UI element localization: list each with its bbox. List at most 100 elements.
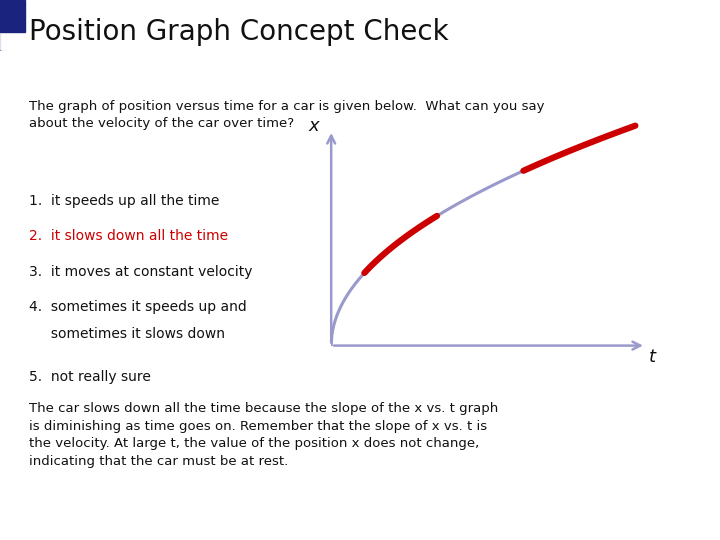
- Bar: [1, 0, 4, 49]
- Bar: [2, 0, 4, 49]
- Bar: [1, 0, 4, 49]
- Bar: [2, 0, 4, 49]
- Bar: [2, 0, 4, 49]
- Text: $t$: $t$: [648, 348, 657, 366]
- Bar: [1, 0, 3, 49]
- Bar: [1, 0, 3, 49]
- Bar: [1, 0, 4, 49]
- Bar: [1, 0, 3, 49]
- Bar: [1, 0, 4, 49]
- Bar: [1, 0, 3, 49]
- Bar: [2, 0, 4, 49]
- Bar: [1, 0, 4, 49]
- Bar: [1, 0, 4, 49]
- Bar: [2, 0, 4, 49]
- Bar: [2, 0, 5, 49]
- Bar: [1, 0, 4, 49]
- Bar: [1, 0, 3, 49]
- Bar: [1, 0, 4, 49]
- Bar: [1, 0, 3, 49]
- Bar: [1, 0, 4, 49]
- Bar: [2, 0, 4, 49]
- Bar: [1, 0, 4, 49]
- Bar: [1, 0, 3, 49]
- Bar: [0, 0, 3, 49]
- Bar: [2, 0, 4, 49]
- Bar: [2, 0, 4, 49]
- Bar: [1, 0, 3, 49]
- Bar: [1, 0, 4, 49]
- Bar: [1, 0, 3, 49]
- Bar: [0, 0, 3, 49]
- Bar: [1, 0, 4, 49]
- Bar: [1, 0, 4, 49]
- Bar: [1, 0, 4, 49]
- Bar: [1, 0, 4, 49]
- Bar: [1, 0, 4, 49]
- Bar: [1, 0, 3, 49]
- Bar: [1, 0, 4, 49]
- Bar: [1, 0, 4, 49]
- Bar: [2, 0, 5, 49]
- Bar: [2, 0, 5, 49]
- Bar: [2, 0, 4, 49]
- Bar: [2, 0, 4, 49]
- Bar: [2, 0, 4, 49]
- Bar: [1, 0, 4, 49]
- Bar: [0, 0, 3, 49]
- Bar: [1, 0, 4, 49]
- Bar: [1, 0, 4, 49]
- Bar: [2, 0, 4, 49]
- Bar: [0, 0, 2, 49]
- Text: 1.  it speeds up all the time: 1. it speeds up all the time: [29, 194, 219, 208]
- Bar: [0, 0, 3, 49]
- Bar: [0, 0, 2, 49]
- Bar: [1, 0, 4, 49]
- Bar: [1, 0, 4, 49]
- Bar: [1, 0, 4, 49]
- Bar: [1, 0, 4, 49]
- Bar: [1, 0, 3, 49]
- Bar: [2, 0, 4, 49]
- Bar: [1, 0, 3, 49]
- Bar: [0, 0, 2, 49]
- Bar: [1, 0, 3, 49]
- Bar: [1, 0, 3, 49]
- Bar: [1, 0, 4, 49]
- Bar: [1, 0, 4, 49]
- Bar: [0, 0, 3, 49]
- Bar: [1, 0, 3, 49]
- Bar: [1, 0, 3, 49]
- Bar: [1, 0, 4, 49]
- Bar: [1, 0, 3, 49]
- Bar: [1, 0, 4, 49]
- Bar: [1, 0, 4, 49]
- Bar: [1, 0, 3, 49]
- Bar: [2, 0, 4, 49]
- Bar: [1, 0, 3, 49]
- Bar: [1, 0, 3, 49]
- Bar: [0, 0, 3, 49]
- Bar: [1, 0, 3, 49]
- Bar: [1, 0, 4, 49]
- Bar: [1, 0, 4, 49]
- Bar: [0, 0, 3, 49]
- Bar: [1, 0, 4, 49]
- Bar: [1, 0, 4, 49]
- Bar: [1, 0, 4, 49]
- Bar: [0, 0, 3, 49]
- Text: sometimes it slows down: sometimes it slows down: [29, 327, 225, 341]
- Bar: [1, 0, 4, 49]
- Bar: [1, 0, 3, 49]
- Bar: [2, 0, 4, 49]
- Bar: [2, 0, 4, 49]
- Bar: [2, 0, 4, 49]
- Bar: [2, 0, 4, 49]
- Bar: [1, 0, 3, 49]
- Bar: [1, 0, 4, 49]
- Bar: [1, 0, 3, 49]
- Bar: [1, 0, 4, 49]
- Bar: [2, 0, 4, 49]
- Bar: [1, 0, 3, 49]
- Bar: [1, 0, 3, 49]
